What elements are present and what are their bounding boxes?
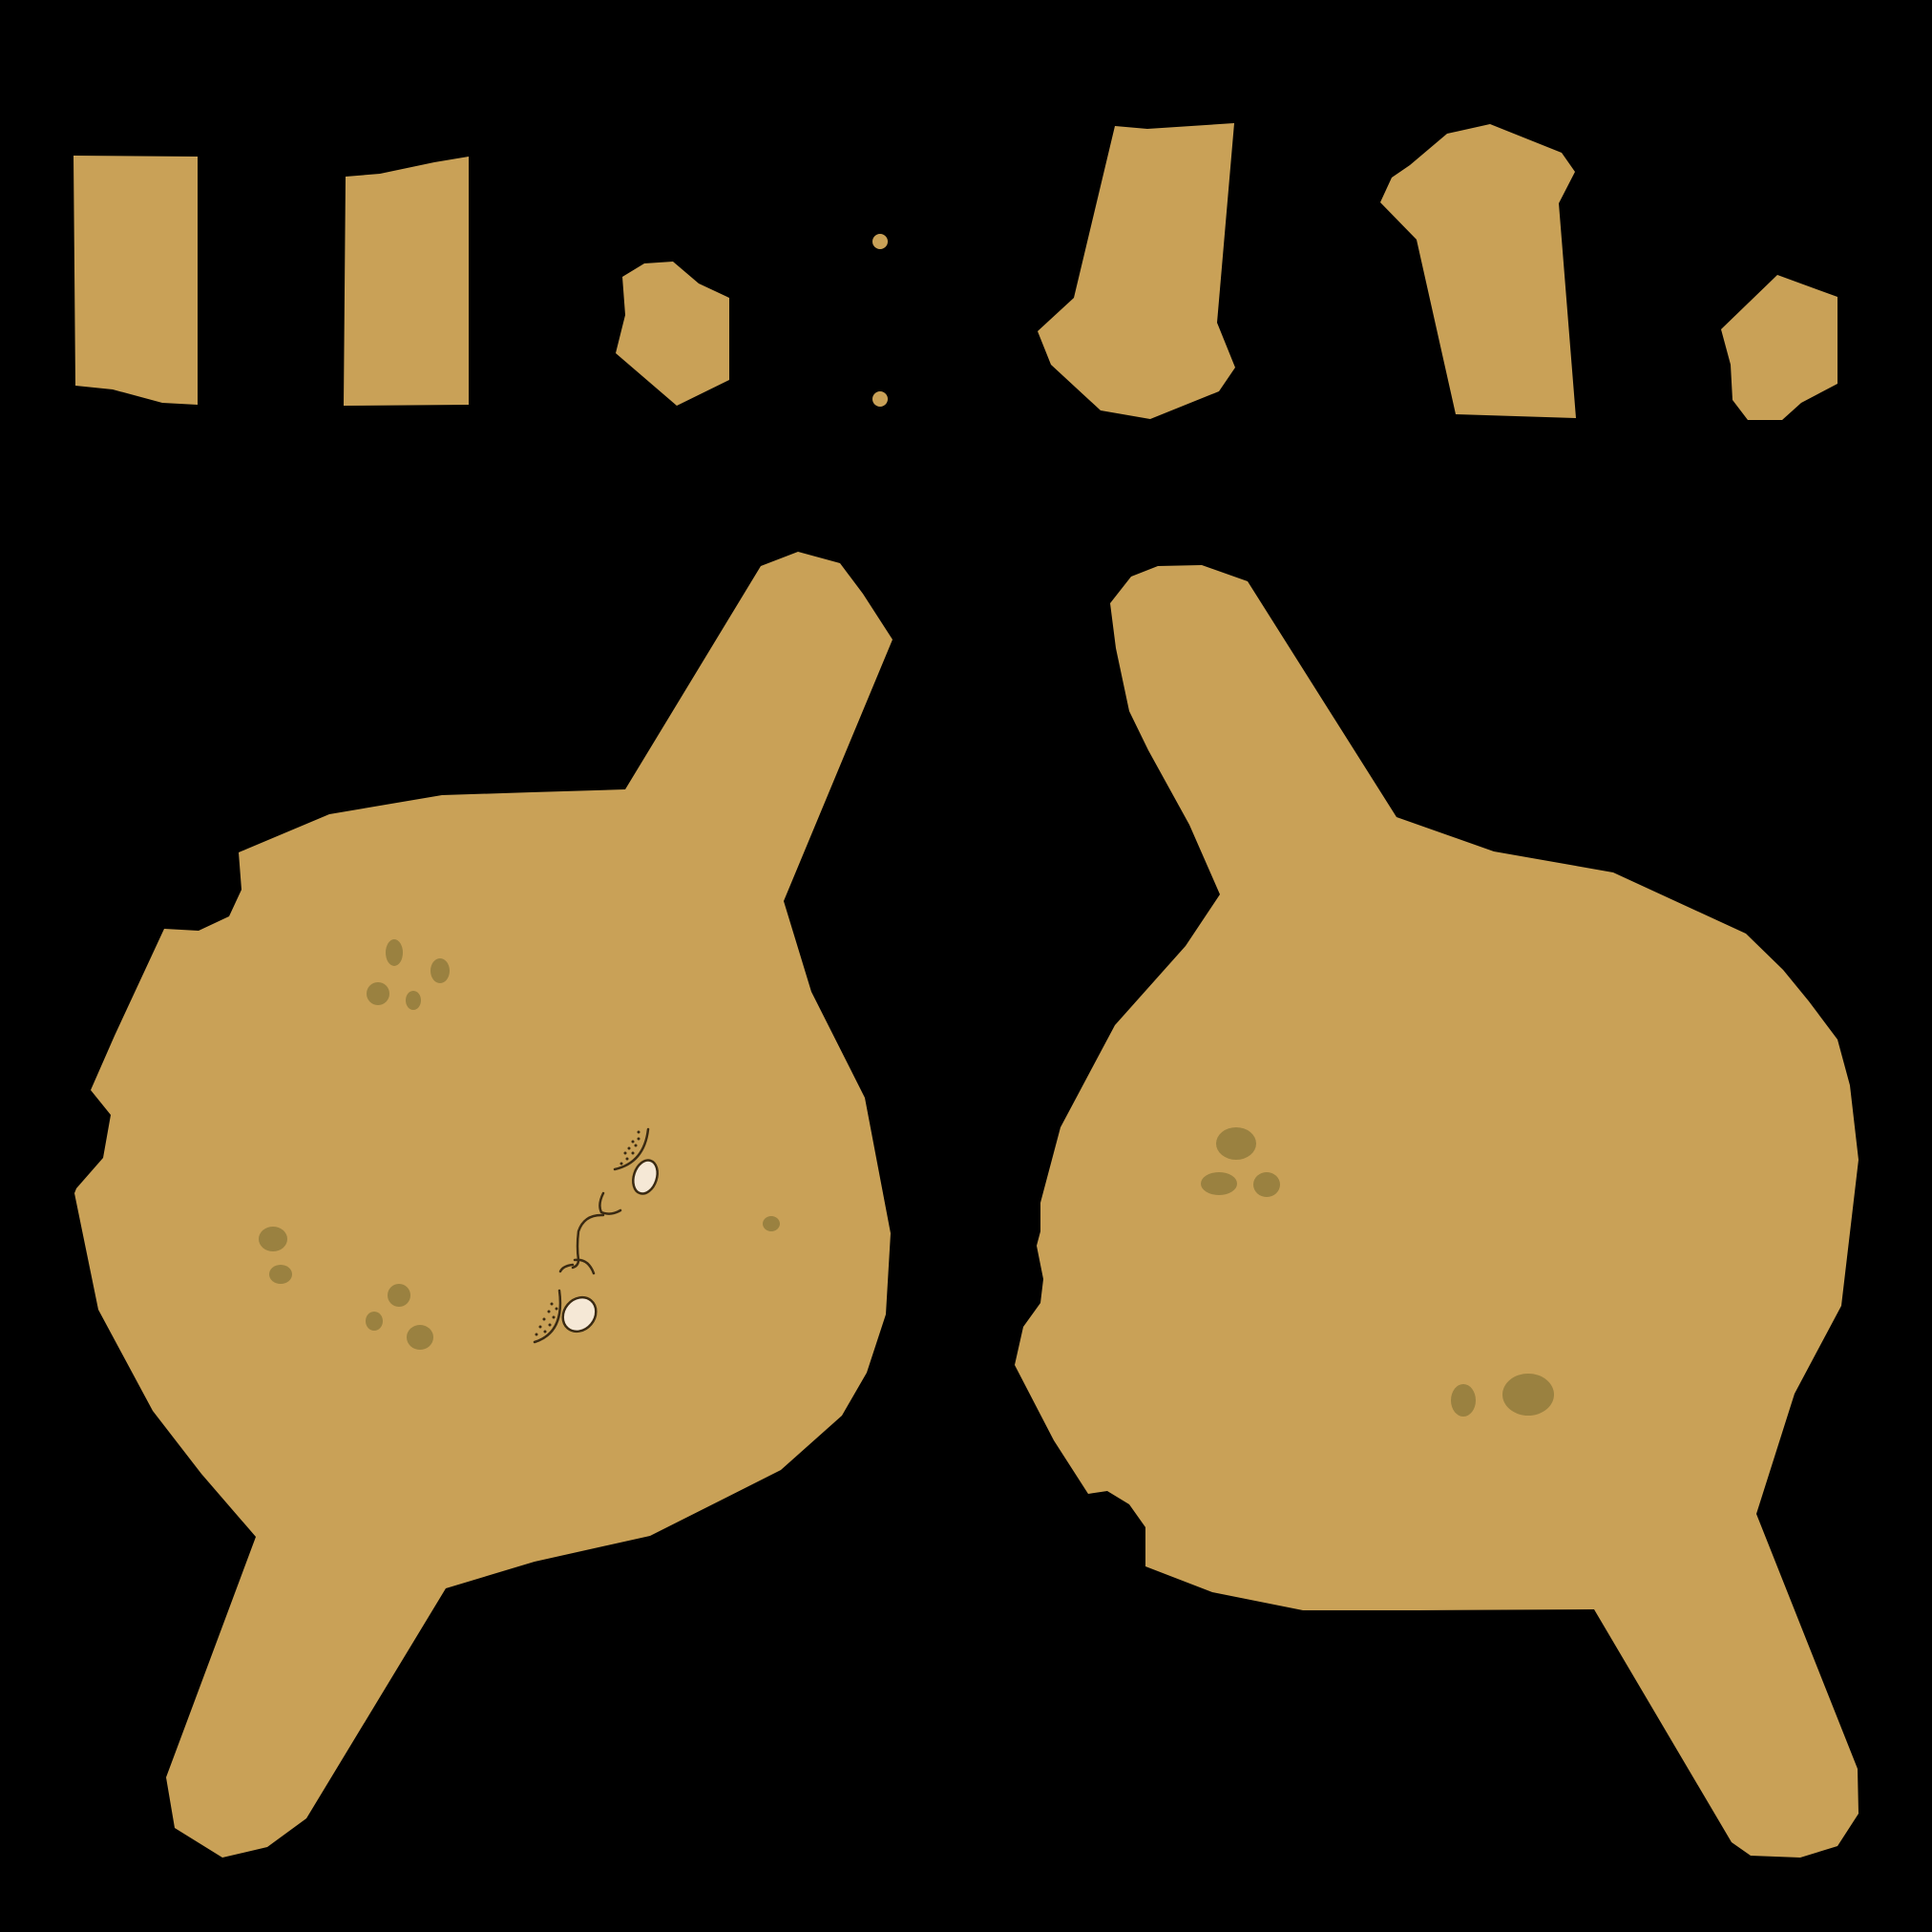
foot-piece-1 [1038, 123, 1235, 419]
small-hexagon-patch-2 [1721, 275, 1838, 420]
foot-piece-2 [1380, 124, 1576, 418]
creature-face [533, 1127, 659, 1344]
eye-upper [632, 1159, 659, 1195]
tiny-dot-1 [872, 234, 888, 249]
spots-front [259, 939, 780, 1350]
limb-strip-2 [344, 157, 469, 406]
small-hexagon-patch-1 [616, 262, 729, 406]
eye-lower-stipple [535, 1302, 558, 1336]
limb-strip-1 [74, 156, 198, 405]
tiny-dot-2 [872, 391, 888, 407]
eye-upper-lid [613, 1127, 650, 1171]
eye-lower-lid [533, 1289, 562, 1344]
mouth [558, 1191, 622, 1275]
eye-lower [561, 1295, 598, 1334]
eye-upper-stipple [620, 1130, 640, 1166]
spots-back [1201, 1127, 1554, 1417]
body-front-with-face [74, 552, 892, 1858]
body-back [1015, 565, 1858, 1858]
